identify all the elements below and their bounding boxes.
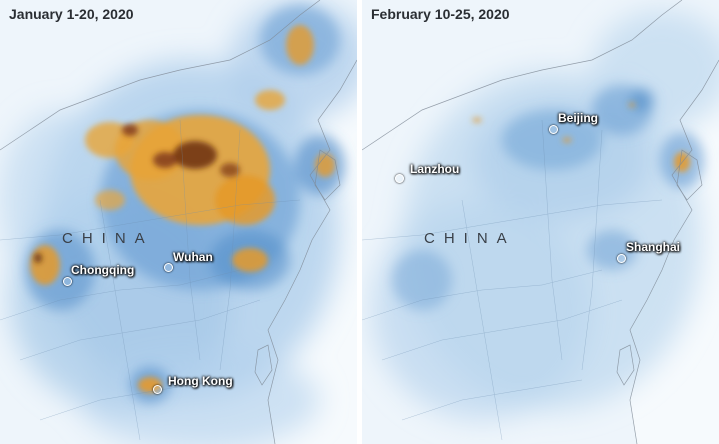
city-label-beijing: Beijing <box>558 111 599 125</box>
panel-divider <box>357 0 362 444</box>
map-panel-february: February 10-25, 2020 CHINA Beijing Lanzh… <box>362 0 719 444</box>
road-network <box>362 119 663 441</box>
city-marker-chongqing <box>63 277 72 286</box>
city-marker-hong-kong <box>153 385 162 394</box>
borders <box>362 0 719 444</box>
map-january <box>0 0 357 444</box>
map-february <box>362 0 719 444</box>
no2-medium-haze <box>392 85 704 310</box>
city-label-chongqing: Chongqing <box>71 263 135 277</box>
city-marker-wuhan <box>164 263 173 272</box>
country-label-china: CHINA <box>62 230 154 247</box>
city-marker-lanzhou <box>395 174 404 183</box>
city-marker-beijing <box>549 125 558 134</box>
panel-title-january: January 1-20, 2020 <box>9 6 134 22</box>
city-label-hong-kong: Hong Kong <box>168 374 233 388</box>
borders <box>0 0 357 444</box>
road-network <box>0 119 301 441</box>
city-label-wuhan: Wuhan <box>173 250 213 264</box>
panel-title-february: February 10-25, 2020 <box>371 6 510 22</box>
city-marker-shanghai <box>617 254 626 263</box>
country-label-china: CHINA <box>424 230 516 247</box>
no2-peak-concentration <box>34 124 240 263</box>
map-panel-january: January 1-20, 2020 CHINA Chongqing Wuhan… <box>0 0 357 444</box>
city-label-lanzhou: Lanzhou <box>410 162 460 176</box>
city-label-shanghai: Shanghai <box>626 240 681 254</box>
